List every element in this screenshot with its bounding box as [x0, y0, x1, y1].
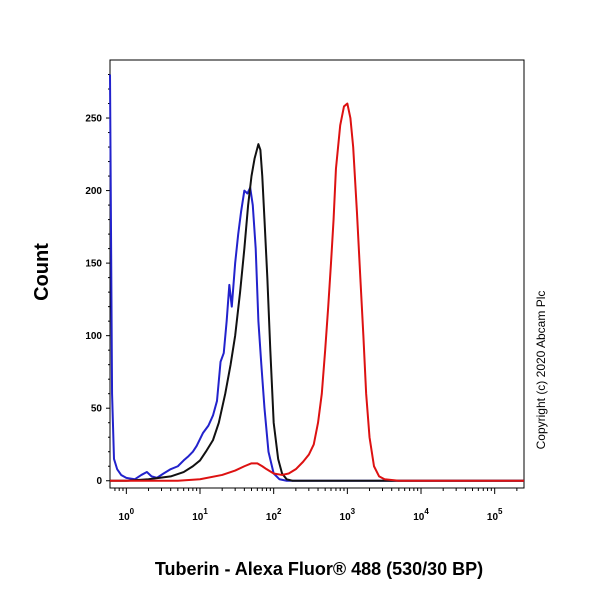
y-tick-label: 0: [96, 476, 102, 487]
histogram-series-3: [110, 102, 524, 482]
histogram-series-1: [109, 74, 524, 482]
x-axis: 100 101 102 103 104 105: [114, 488, 518, 523]
y-axis: 0 50 100 150 200 250: [85, 74, 110, 487]
x-tick-label: 104: [413, 507, 429, 523]
copyright-notice: Copyright (c) 2020 Abcam Plc: [534, 291, 548, 450]
y-tick-label: 50: [91, 404, 103, 415]
y-tick-label: 200: [85, 186, 102, 197]
histogram-series-2: [110, 143, 524, 482]
x-tick-label: 105: [487, 507, 503, 523]
x-tick-label: 100: [119, 507, 135, 523]
series-layer: [109, 74, 524, 482]
y-tick-label: 150: [85, 259, 102, 270]
x-tick-label: 101: [192, 507, 208, 523]
x-tick-label: 102: [266, 507, 282, 523]
y-axis-title: Count: [31, 243, 53, 301]
plot-frame: [109, 59, 525, 489]
y-tick-label: 250: [85, 114, 102, 125]
x-tick-label: 103: [340, 507, 356, 523]
y-tick-label: 100: [85, 331, 102, 342]
x-axis-title: Tuberin - Alexa Fluor® 488 (530/30 BP): [155, 559, 483, 579]
